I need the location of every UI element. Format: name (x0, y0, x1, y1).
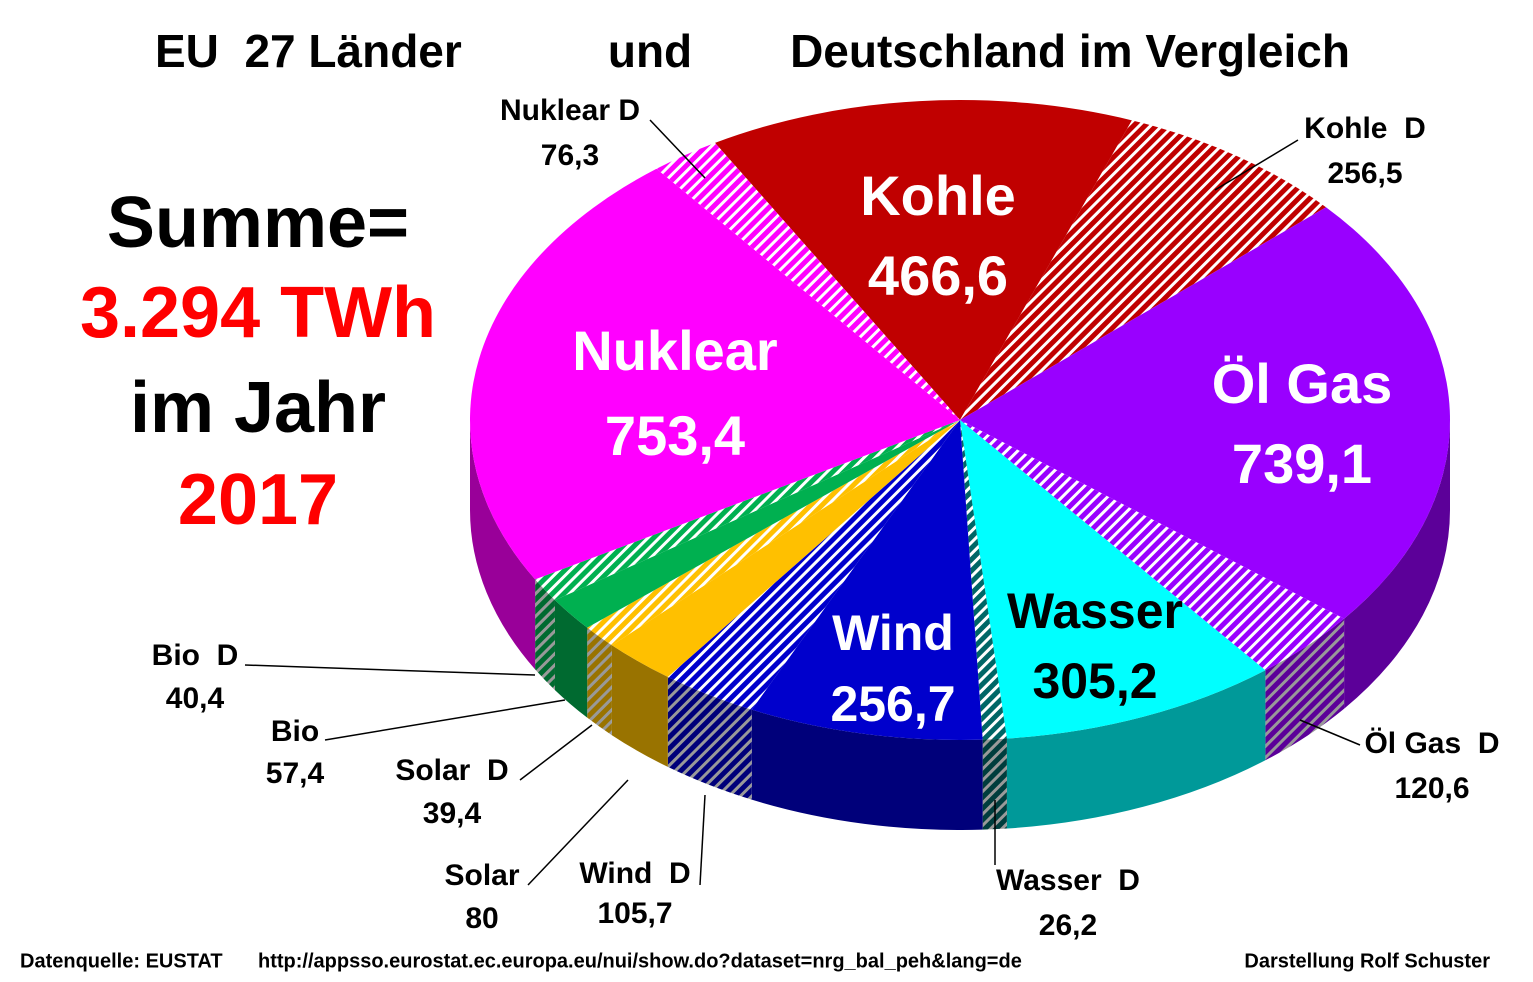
pie-slice (667, 420, 960, 710)
labels: Kohle 466,6 Kohle D 256,5 Öl Gas 739,1 Öl Gas … (152, 94, 1500, 942)
pie-side (554, 600, 588, 718)
annotation: Summe= (107, 183, 409, 263)
leader-line (324, 699, 566, 741)
leader-line (1299, 719, 1361, 746)
footer: http://appsso.eurostat.ec.europa.eu/nui/… (258, 950, 1022, 972)
pie-slice (587, 420, 960, 646)
pie-slice (960, 120, 1326, 421)
pie-side (535, 579, 555, 691)
slice-label: Wind (832, 605, 954, 661)
pie-slice (470, 168, 960, 580)
value-label: 39,4 (423, 797, 482, 830)
chart-title: und (608, 25, 692, 77)
pie-slice (611, 420, 960, 677)
leader-line (527, 779, 629, 886)
slice-label: Bio D (152, 639, 239, 672)
leader-line (699, 794, 706, 886)
slice-label: Öl Gas D (1364, 727, 1499, 760)
pie-slice (751, 420, 983, 740)
leader-line (649, 119, 706, 179)
slice-label: Nuklear (572, 319, 777, 382)
value-label: 105,7 (597, 897, 672, 930)
slice-label: Wind D (579, 857, 690, 890)
pie-slice (656, 142, 960, 420)
value-label: 40,4 (166, 682, 225, 715)
pie-side (1006, 670, 1266, 829)
value-label: 76,3 (541, 139, 599, 172)
slice-label: Kohle (860, 164, 1016, 227)
pie-slice (960, 420, 1007, 740)
pie-slice (960, 420, 1266, 739)
leader-line (1214, 139, 1299, 191)
pie-side (1265, 618, 1345, 761)
annotation: 2017 (178, 460, 338, 540)
annotation: 3.294 TWh (80, 273, 436, 353)
slice-label: Solar (444, 859, 519, 892)
value-label: 57,4 (266, 757, 325, 790)
slice-label: Wasser (1007, 583, 1183, 639)
chart-title: Deutschland im Vergleich (790, 25, 1350, 77)
pie-side (611, 645, 668, 767)
pie-side (1344, 420, 1450, 709)
pie-side (982, 738, 1007, 830)
value-label: 256,7 (830, 676, 955, 732)
pie-side (470, 420, 536, 670)
slice-label: Öl Gas (1212, 352, 1393, 415)
slice-label: Solar D (395, 754, 508, 787)
pie-slice (554, 420, 960, 628)
value-label: 753,4 (605, 404, 745, 467)
leader-line (519, 724, 593, 781)
slice-label: Wasser D (996, 864, 1140, 897)
pie-slice (535, 420, 960, 601)
footer: Datenquelle: EUSTAT (20, 950, 223, 972)
pie-slice (960, 420, 1345, 671)
pie (470, 99, 1451, 830)
chart-title: EU 27 Länder (155, 25, 462, 77)
pie-slice (715, 99, 1132, 420)
value-label: 466,6 (868, 244, 1008, 307)
slice-label: Kohle D (1304, 112, 1426, 145)
footer: Darstellung Rolf Schuster (1244, 950, 1490, 972)
pie-side (751, 709, 983, 830)
leader-line (244, 664, 536, 676)
slice-label: Bio (271, 715, 319, 748)
value-label: 256,5 (1327, 157, 1402, 190)
value-label: 120,6 (1394, 772, 1469, 805)
slice-label: Nuklear D (500, 94, 640, 127)
value-label: 26,2 (1039, 909, 1097, 942)
value-label: 80 (465, 902, 498, 935)
value-label: 739,1 (1232, 432, 1372, 495)
annotation: im Jahr (130, 368, 386, 448)
value-label: 305,2 (1032, 653, 1157, 709)
pie-side (587, 627, 612, 736)
pie-side (667, 676, 752, 800)
pie-slice (960, 207, 1451, 619)
